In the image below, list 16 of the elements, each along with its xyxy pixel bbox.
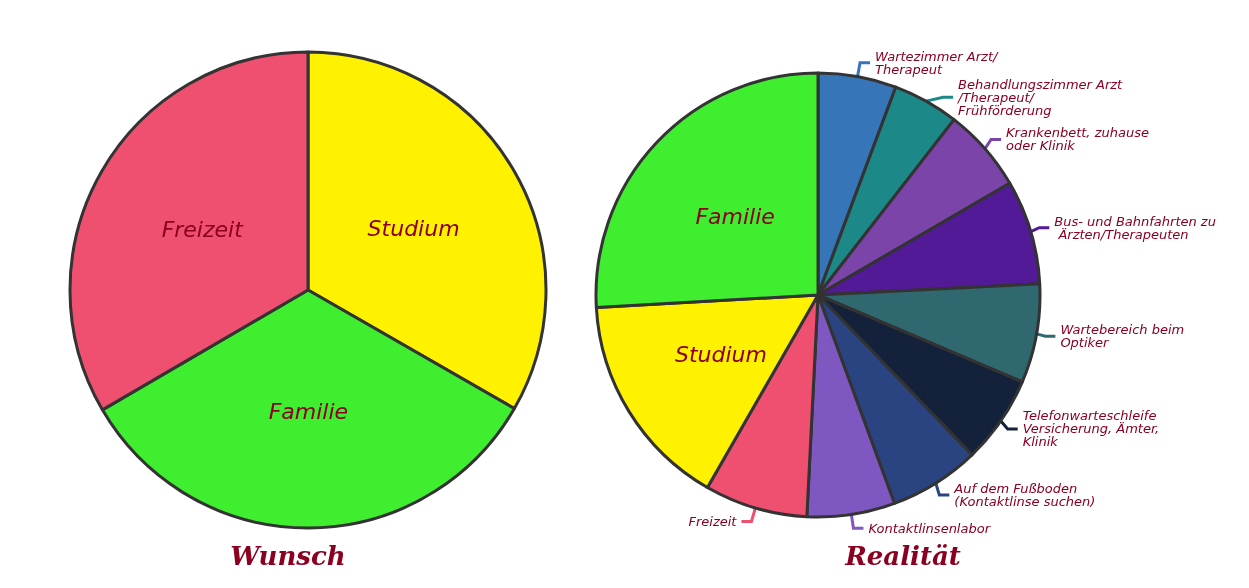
slice-label: Bus- und Bahnfahrten zu Ärzten/Therapeuten xyxy=(1054,213,1216,242)
slice-label: Telefonwarteschleife Versicherung, Ämter, Klinik xyxy=(1022,408,1164,450)
slice-label: Auf dem Fußboden (Kontaktlinse suchen) xyxy=(953,481,1096,510)
slice-label: Behandlungszimmer Arzt/Therapeut/Frühförderung xyxy=(957,76,1124,118)
text: Wunsch xyxy=(230,541,346,571)
slice-label: Studium xyxy=(367,216,460,242)
slice-label: Kontaktlinsenlabor xyxy=(868,520,992,536)
slice-label: Freizeit xyxy=(688,513,738,529)
slice-label: Freizeit xyxy=(161,216,245,242)
slice-label: Krankenbett, zuhause oder Klinik xyxy=(1006,125,1154,154)
slice-label: Wartebereich beim Optiker xyxy=(1060,322,1189,351)
slice-label: Wartezimmer Arzt/Therapeut xyxy=(875,48,999,77)
text: Realität xyxy=(844,541,961,571)
slice-label: Studium xyxy=(674,342,767,368)
slice-label: Familie xyxy=(268,399,349,425)
slice-label: Familie xyxy=(695,204,775,230)
